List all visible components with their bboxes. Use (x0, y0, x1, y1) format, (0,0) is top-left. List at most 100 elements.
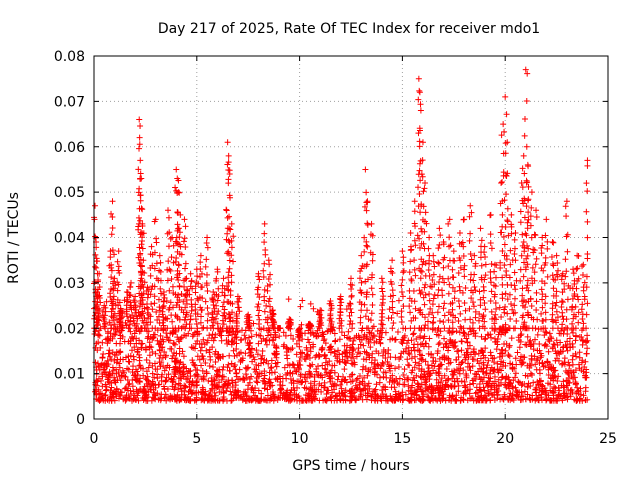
data-point (297, 303, 304, 310)
data-point (529, 392, 536, 399)
data-point (236, 350, 243, 357)
data-point (227, 194, 234, 201)
data-point (464, 345, 471, 352)
data-point (538, 310, 545, 317)
data-point (369, 302, 376, 309)
data-point (563, 233, 570, 240)
data-point (129, 377, 136, 384)
data-point (456, 254, 463, 261)
data-point (545, 348, 552, 355)
data-point (563, 268, 570, 275)
data-point (542, 232, 549, 239)
data-point (415, 96, 422, 103)
data-point (417, 332, 424, 339)
data-point (481, 243, 488, 250)
data-point (329, 389, 336, 396)
data-point (290, 377, 297, 384)
data-point (411, 198, 418, 205)
data-point (424, 318, 431, 325)
data-point (455, 318, 462, 325)
data-point (499, 274, 506, 281)
data-point (147, 291, 154, 298)
data-point (572, 303, 579, 310)
data-point (472, 314, 479, 321)
data-point (160, 288, 167, 295)
data-point (436, 241, 443, 248)
data-point (117, 389, 124, 396)
data-point (192, 316, 199, 323)
data-point (445, 309, 452, 316)
data-point (534, 316, 541, 323)
data-point (200, 336, 207, 343)
data-point (190, 359, 197, 366)
data-point (173, 274, 180, 281)
data-point (111, 357, 118, 364)
data-point (267, 382, 274, 389)
data-point (332, 393, 339, 400)
data-point (522, 266, 529, 273)
data-point (143, 368, 150, 375)
data-point (456, 283, 463, 290)
data-point (135, 189, 142, 196)
data-point (418, 368, 425, 375)
data-point (379, 390, 386, 397)
data-point (351, 334, 358, 341)
data-point (455, 388, 462, 395)
data-point (431, 363, 438, 370)
data-point (413, 335, 420, 342)
data-point (361, 234, 368, 241)
data-point (183, 275, 190, 282)
data-point (361, 248, 368, 255)
data-point (137, 217, 144, 224)
data-point (117, 348, 124, 355)
data-point (518, 361, 525, 368)
data-point (109, 391, 116, 398)
data-point (361, 203, 368, 210)
data-point (297, 371, 304, 378)
data-point (243, 365, 250, 372)
data-point (264, 392, 271, 399)
data-point (273, 345, 280, 352)
data-point (398, 288, 405, 295)
data-point (331, 330, 338, 337)
data-point (107, 290, 114, 297)
data-point (94, 288, 101, 295)
data-point (270, 311, 277, 318)
data-point (489, 391, 496, 398)
data-point (327, 369, 334, 376)
data-point (483, 364, 490, 371)
data-point (371, 339, 378, 346)
data-point (446, 394, 453, 401)
data-point (430, 314, 437, 321)
data-point (369, 257, 376, 264)
data-point (544, 245, 551, 252)
data-point (532, 389, 539, 396)
data-point (565, 359, 572, 366)
data-point (528, 314, 535, 321)
data-point (363, 293, 370, 300)
data-point (225, 180, 232, 187)
data-point (282, 392, 289, 399)
data-point (364, 383, 371, 390)
data-point (535, 326, 542, 333)
data-point (306, 320, 313, 327)
data-point (536, 377, 543, 384)
data-point (508, 230, 515, 237)
data-point (382, 384, 389, 391)
data-point (491, 268, 498, 275)
data-point (401, 366, 408, 373)
data-point (219, 289, 226, 296)
data-point (365, 339, 372, 346)
data-point (149, 362, 156, 369)
data-point (228, 279, 235, 286)
data-point (461, 299, 468, 306)
data-point (415, 184, 422, 191)
data-point (521, 388, 528, 395)
data-point (416, 244, 423, 251)
data-point (357, 341, 364, 348)
data-point (518, 252, 525, 259)
data-point (360, 363, 367, 370)
data-point (440, 305, 447, 312)
data-point (467, 395, 474, 402)
data-point (478, 397, 485, 404)
